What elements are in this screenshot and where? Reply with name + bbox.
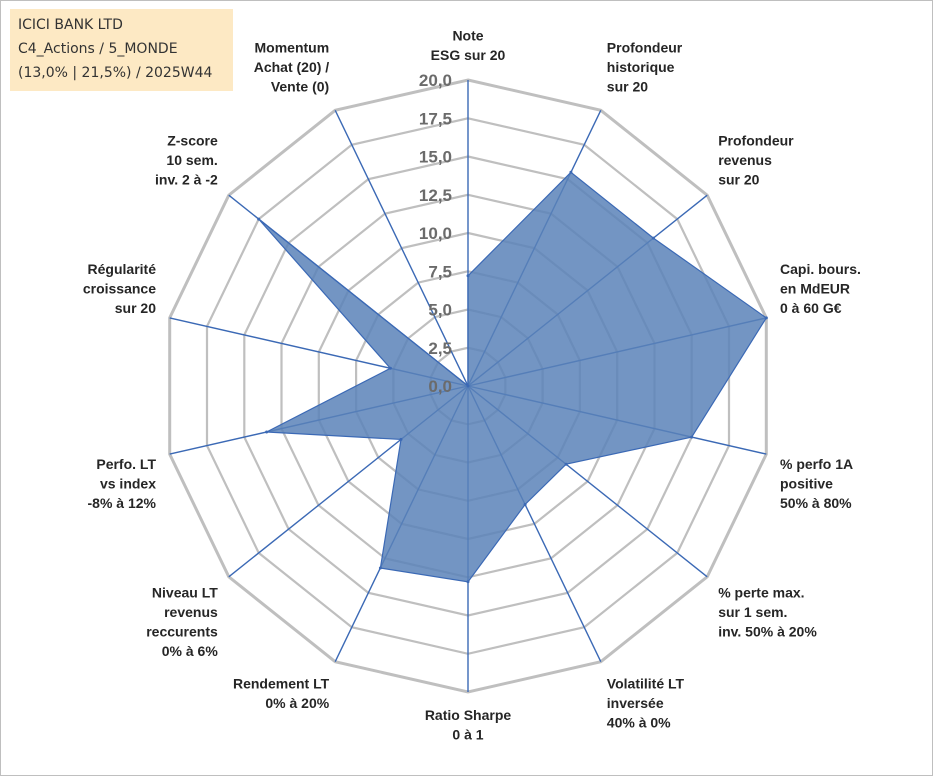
axis-spoke [334, 109, 469, 387]
axis-label-line: Note [452, 28, 483, 44]
performance-week: (13,0% | 21,5%) / 2025W44 [18, 65, 213, 81]
tick-label: 2,5 [428, 339, 452, 358]
axis-label-line: % perfo 1A [780, 456, 853, 472]
axis-label-line: Rendement LT [233, 675, 330, 691]
axis-label-line: sur 20 [607, 79, 648, 95]
axis-label-line: inv. 50% à 20% [718, 624, 817, 640]
axis-label-line: historique [607, 59, 675, 75]
axis-label-line: en MdEUR [780, 280, 850, 296]
axis-label: Profondeur historique sur 20 [607, 40, 683, 95]
axis-label: Niveau LT revenus reccurents 0% à 6% [146, 585, 218, 660]
axis-label-line: Achat (20) / [254, 59, 330, 75]
axis-label: Perfo. LT vs index -8% à 12% [88, 456, 157, 511]
axis-label-line: sur 1 sem. [718, 604, 787, 620]
axis-label-line: 50% à 80% [780, 495, 852, 511]
axis-label-line: vs index [100, 476, 156, 492]
data-point [388, 366, 392, 370]
axis-label-line: Niveau LT [152, 585, 218, 601]
axis-label-line: 0 à 1 [452, 727, 483, 743]
axis-label: Profondeur revenus sur 20 [718, 133, 794, 188]
data-point [651, 236, 655, 240]
data-point [466, 384, 470, 388]
axis-label-line: inv. 2 à -2 [155, 172, 218, 188]
axis-label-line: revenus [718, 152, 772, 168]
axis-label-line: Vente (0) [271, 79, 329, 95]
axis-label-line: Profondeur [718, 133, 794, 149]
axis-label: Note ESG sur 20 [431, 28, 506, 64]
data-point [764, 316, 768, 320]
data-point [690, 435, 694, 439]
data-point [466, 580, 470, 584]
axis-label-line: inversée [607, 695, 664, 711]
tick-label: 20,0 [419, 71, 452, 90]
axis-label-line: ESG sur 20 [431, 47, 506, 63]
tick-label: 12,5 [419, 186, 452, 205]
data-point [378, 566, 382, 570]
axis-label: % perte max. sur 1 sem. inv. 50% à 20% [718, 585, 817, 640]
axis-label: Rendement LT 0% à 20% [233, 675, 330, 711]
axis-label-line: Perfo. LT [96, 456, 156, 472]
axis-label-line: Z-score [167, 133, 218, 149]
axis-label: Ratio Sharpe 0 à 1 [425, 707, 512, 743]
axis-labels: Note ESG sur 20 Profondeur historique sur 20… [83, 28, 861, 743]
tick-label: 10,0 [419, 224, 452, 243]
axis-label-line: croissance [83, 280, 156, 296]
info-box: ICICI BANK LTD C4_Actions / 5_MONDE (13,… [10, 9, 233, 91]
axis-label-line: 0% à 6% [162, 643, 219, 659]
axis-label-line: -8% à 12% [88, 495, 157, 511]
axis-label-line: 0% à 20% [265, 695, 329, 711]
tick-label: 15,0 [419, 148, 452, 167]
radar-series [257, 170, 768, 584]
data-point [564, 462, 568, 466]
axis-label-line: positive [780, 476, 833, 492]
tick-label: 17,5 [419, 109, 452, 128]
axis-label-line: 10 sem. [166, 152, 217, 168]
axis-label-line: Régularité [88, 261, 157, 277]
tick-label: 7,5 [428, 262, 452, 281]
axis-label-line: Capi. bours. [780, 261, 861, 277]
axis-label-line: reccurents [146, 624, 218, 640]
data-point [569, 170, 573, 174]
data-point [265, 430, 269, 434]
radial-tick-labels: 0,0 2,5 5,0 7,5 10,0 12,5 15,0 17,5 20,0 [419, 71, 452, 396]
axis-label-line: revenus [164, 604, 218, 620]
data-point [466, 274, 470, 278]
axis-label-line: Volatilité LT [607, 675, 685, 691]
series-area [258, 171, 768, 583]
axis-label: Momentum Achat (20) / Vente (0) [254, 40, 330, 95]
data-point [523, 503, 527, 506]
axis-label-line: sur 20 [718, 172, 759, 188]
tick-label: 0,0 [428, 377, 452, 396]
data-point [399, 437, 403, 441]
axis-label: Régularité croissance sur 20 [83, 261, 156, 316]
axis-label-line: Ratio Sharpe [425, 707, 512, 723]
axis-label-line: sur 20 [115, 300, 156, 316]
axis-label-line: Momentum [255, 40, 330, 56]
axis-label: Z-score 10 sem. inv. 2 à -2 [155, 133, 218, 188]
axis-label-line: % perte max. [718, 585, 804, 601]
stock-name: ICICI BANK LTD [18, 17, 123, 33]
axis-label-line: 0 à 60 G€ [780, 300, 842, 316]
axis-label-line: Profondeur [607, 40, 683, 56]
portfolio-category: C4_Actions / 5_MONDE [18, 41, 178, 57]
axis-label: Volatilité LT inversée 40% à 0% [607, 675, 685, 730]
axis-label: Capi. bours. en MdEUR 0 à 60 G€ [780, 261, 861, 316]
data-point [257, 217, 261, 221]
axis-label-line: 40% à 0% [607, 714, 671, 730]
axis-label: % perfo 1A positive 50% à 80% [780, 456, 853, 511]
tick-label: 5,0 [428, 301, 452, 320]
